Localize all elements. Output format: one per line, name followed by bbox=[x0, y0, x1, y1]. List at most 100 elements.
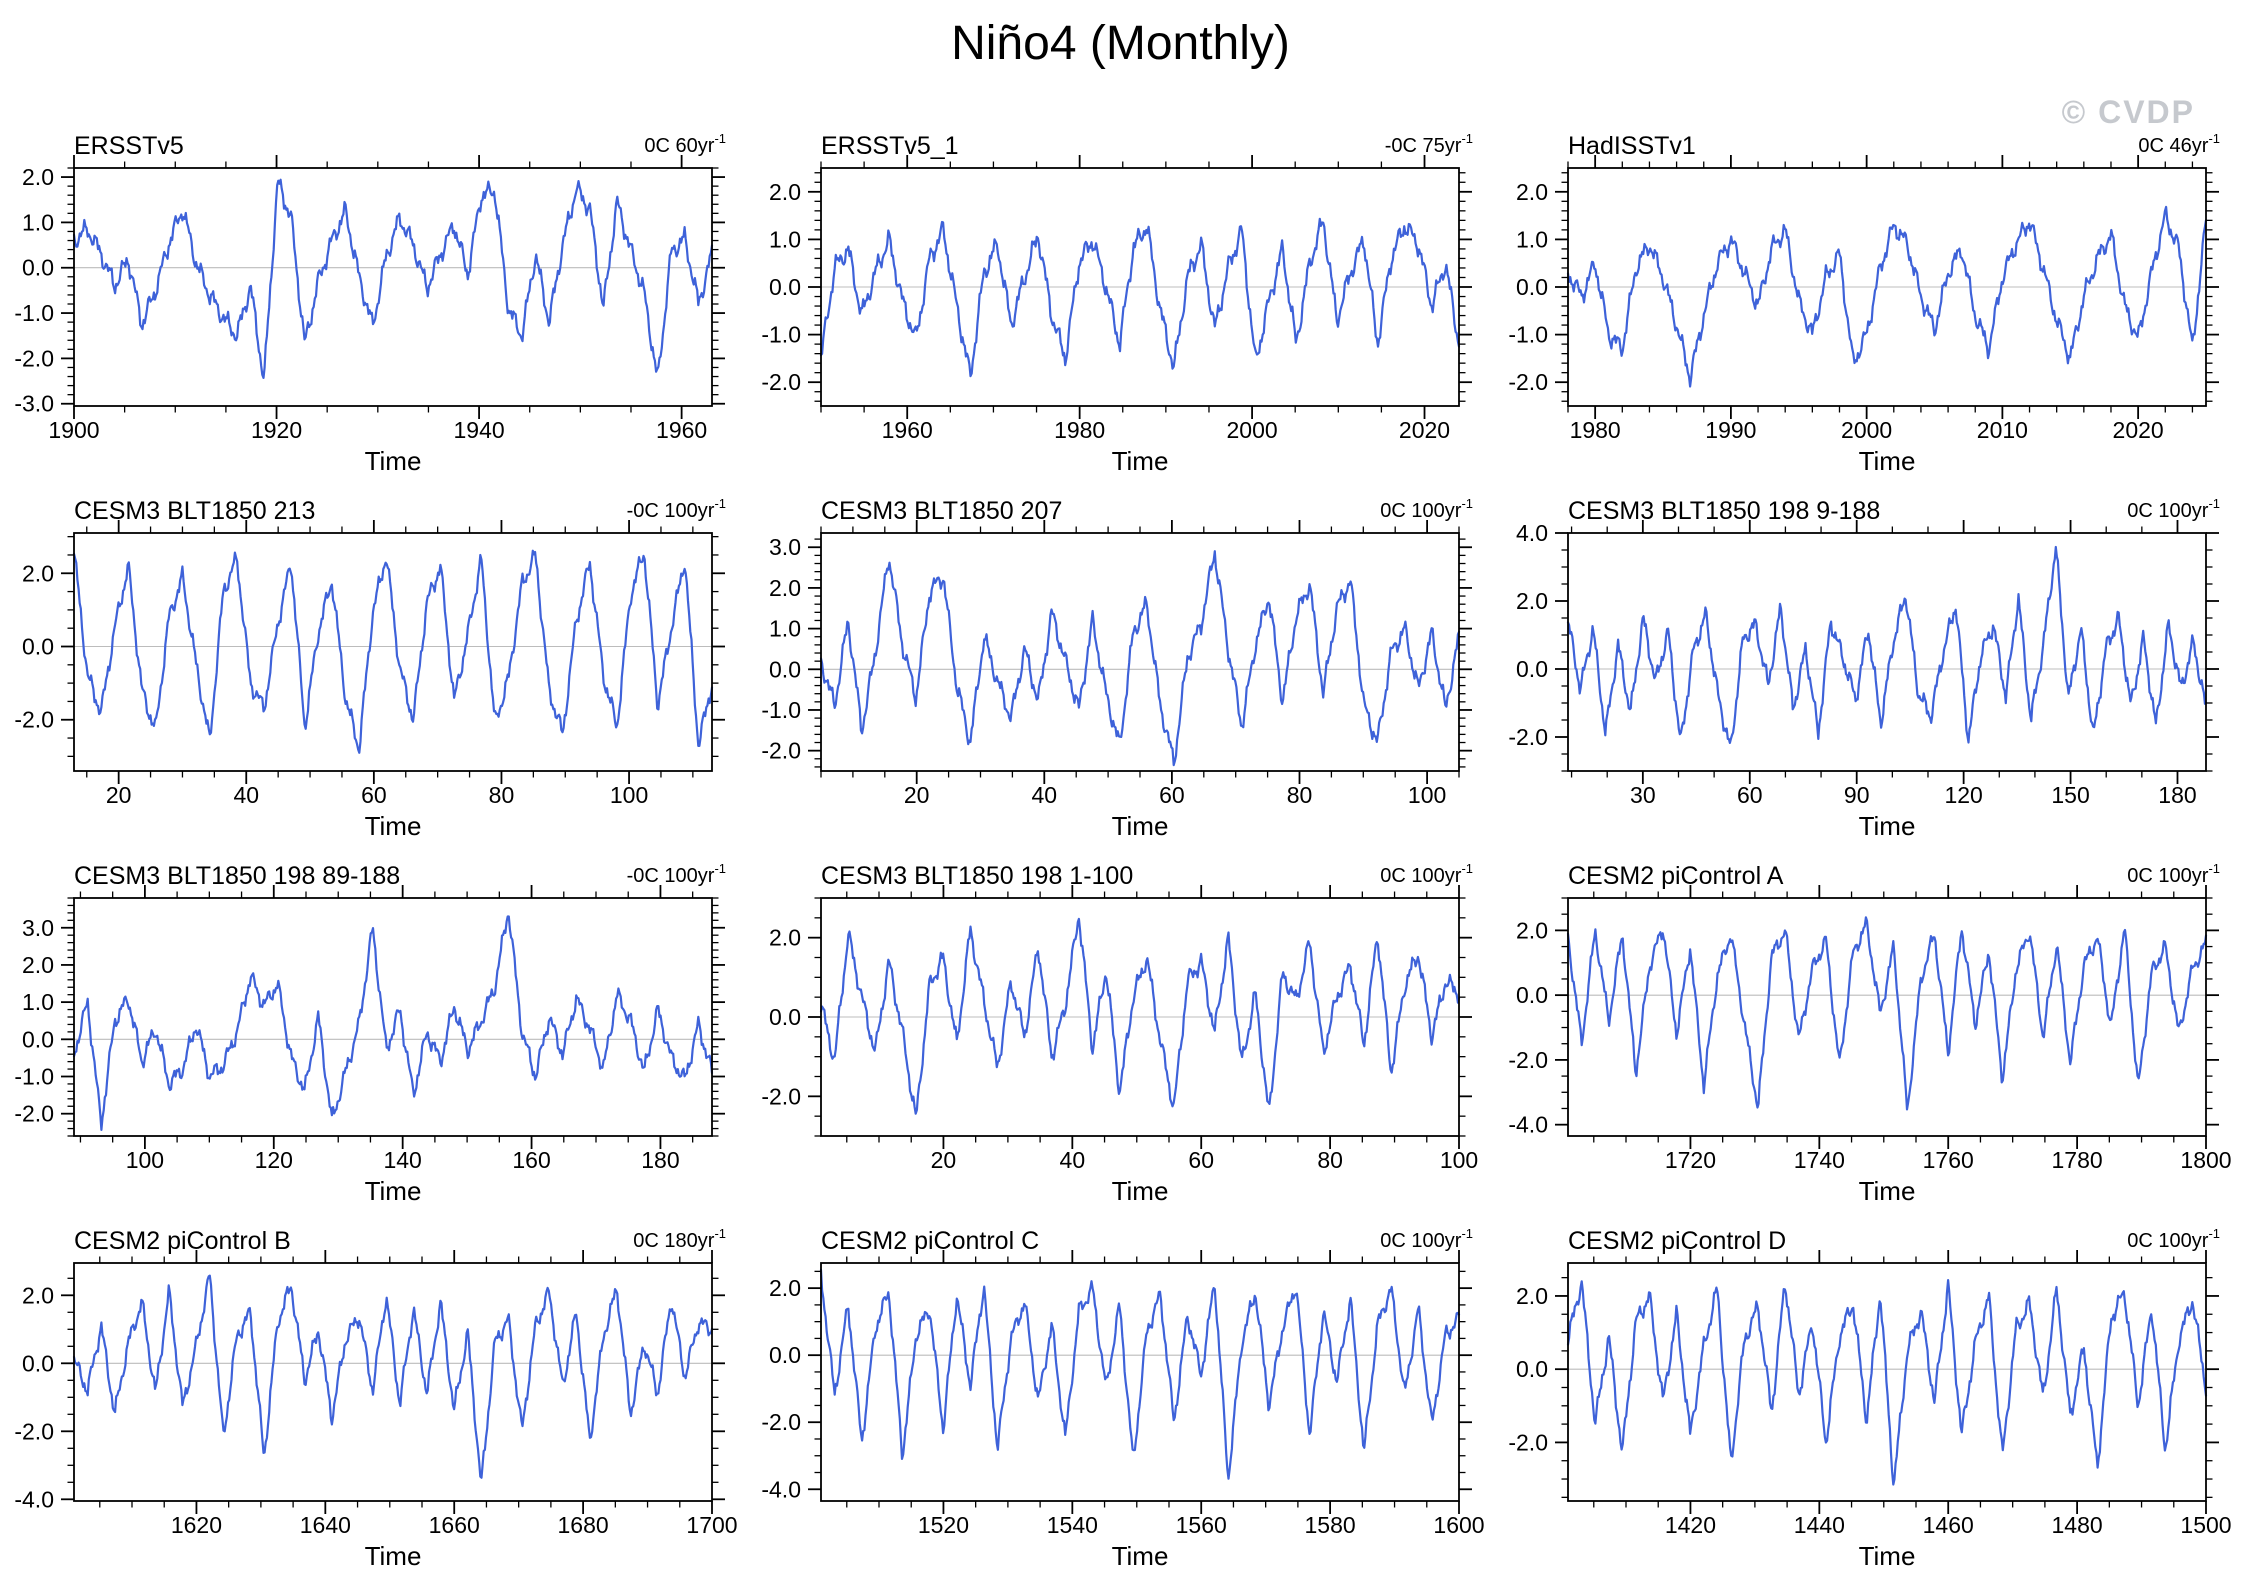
y-tick-label: 2.0 bbox=[769, 1275, 801, 1301]
panel-svg: 20 40 60 80 100 -2.0 0.0 2.0 CESM3 BLT1850 198 1… bbox=[761, 861, 1478, 1206]
x-tick-label: 100 bbox=[1408, 782, 1446, 808]
y-tick-label: 0.0 bbox=[769, 1004, 801, 1030]
x-tick-label: 20 bbox=[931, 1147, 957, 1173]
y-tick-label: -1.0 bbox=[14, 1064, 54, 1090]
y-tick-label: 3.0 bbox=[769, 534, 801, 560]
panel-svg: 20 40 60 80 100 -2.0 0.0 2.0 CESM3 BLT1850 213 -0… bbox=[14, 496, 726, 841]
panel-svg: 30 60 90 120 150 180 -2.0 0.0 2.0 4.0 CESM3 BLT185… bbox=[1508, 496, 2220, 841]
plot-frame bbox=[1567, 1262, 2207, 1502]
trend-label: 0C 100yr-1 bbox=[1380, 496, 1473, 522]
y-tick-label: -1.0 bbox=[1508, 322, 1548, 348]
plot-frame bbox=[820, 532, 1460, 772]
panel-1: 1960 1980 2000 2020 -2.0 -1.0 0.0 1.0 2.0 ERSSTv5… bbox=[747, 112, 1494, 477]
panel-2: 1980 1990 2000 2010 2020 -2.0 -1.0 0.0 1.0 2.0 Had… bbox=[1494, 112, 2241, 477]
x-tick-label: 1600 bbox=[1433, 1512, 1484, 1538]
x-tick-label: 2020 bbox=[1399, 417, 1450, 443]
x-tick-label: 1460 bbox=[1923, 1512, 1974, 1538]
plot-frame bbox=[73, 167, 713, 407]
x-tick-label: 1560 bbox=[1176, 1512, 1227, 1538]
x-tick-label: 180 bbox=[641, 1147, 679, 1173]
trend-label: 0C 100yr-1 bbox=[2127, 861, 2220, 887]
x-tick-label: 80 bbox=[489, 782, 515, 808]
series-line bbox=[1566, 205, 2208, 388]
panel-title: CESM2 piControl B bbox=[74, 1227, 291, 1255]
x-tick-label: 1900 bbox=[48, 417, 99, 443]
series-line bbox=[72, 178, 714, 379]
x-tick-label: 1980 bbox=[1570, 417, 1621, 443]
y-tick-label: -2.0 bbox=[1508, 724, 1548, 750]
y-tick-label: 0.0 bbox=[22, 255, 54, 281]
x-tick-label: 1700 bbox=[686, 1512, 737, 1538]
y-tick-label: 2.0 bbox=[769, 925, 801, 951]
y-tick-label: -2.0 bbox=[14, 345, 54, 371]
y-tick-label: 2.0 bbox=[769, 575, 801, 601]
trend-label: 0C 100yr-1 bbox=[1380, 1226, 1473, 1252]
time-axis-label: Time bbox=[365, 1541, 422, 1571]
panel-svg: 1620 1640 1660 1680 1700 -4.0 -2.0 0.0 2.0 CESM2 … bbox=[14, 1226, 737, 1571]
y-tick-label: 2.0 bbox=[22, 1282, 54, 1308]
panel-11: 1420 1440 1460 1480 1500 -2.0 0.0 2.0 CESM2 piCo… bbox=[1494, 1207, 2241, 1572]
x-tick-label: 1620 bbox=[171, 1512, 222, 1538]
series-line bbox=[1566, 916, 2208, 1111]
y-tick-label: -2.0 bbox=[761, 1083, 801, 1109]
y-tick-label: -4.0 bbox=[14, 1486, 54, 1512]
x-tick-label: 100 bbox=[610, 782, 648, 808]
y-tick-label: -2.0 bbox=[1508, 369, 1548, 395]
y-tick-label: -2.0 bbox=[761, 738, 801, 764]
y-tick-label: 2.0 bbox=[22, 952, 54, 978]
x-tick-label: 2000 bbox=[1226, 417, 1277, 443]
panel-10: 1520 1540 1560 1580 1600 -4.0 -2.0 0.0 2.0 CESM2 … bbox=[747, 1207, 1494, 1572]
time-axis-label: Time bbox=[1859, 1176, 1916, 1206]
series-line bbox=[819, 917, 1461, 1115]
x-tick-label: 60 bbox=[1159, 782, 1185, 808]
y-tick-label: 0.0 bbox=[22, 1350, 54, 1376]
panel-title: ERSSTv5 bbox=[74, 132, 184, 160]
x-tick-label: 1500 bbox=[2180, 1512, 2231, 1538]
y-tick-label: 3.0 bbox=[22, 915, 54, 941]
page-title: Niño4 (Monthly) bbox=[951, 17, 1290, 70]
series-line bbox=[72, 915, 714, 1131]
panel-svg: 1520 1540 1560 1580 1600 -4.0 -2.0 0.0 2.0 CESM2 … bbox=[761, 1226, 1484, 1571]
y-tick-label: 0.0 bbox=[1516, 982, 1548, 1008]
x-tick-label: 1960 bbox=[882, 417, 933, 443]
panel-svg: 100 120 140 160 180 -2.0 -1.0 0.0 1.0 2.0 3.0 CESM3… bbox=[14, 861, 726, 1206]
page-header: Niño4 (Monthly) bbox=[0, 0, 2241, 112]
y-tick-label: -4.0 bbox=[1508, 1112, 1548, 1138]
panel-title: CESM2 piControl D bbox=[1568, 1227, 1786, 1255]
panel-title: CESM3 BLT1850 198 1-100 bbox=[821, 862, 1133, 890]
panel-7: 20 40 60 80 100 -2.0 0.0 2.0 CESM3 BLT1850 198 1… bbox=[747, 842, 1494, 1207]
y-tick-label: 2.0 bbox=[22, 164, 54, 190]
panel-svg: 1420 1440 1460 1480 1500 -2.0 0.0 2.0 CESM2 piCo… bbox=[1508, 1226, 2231, 1571]
y-tick-label: 0.0 bbox=[1516, 274, 1548, 300]
panel-title: CESM2 piControl A bbox=[1568, 862, 1784, 890]
trend-label: 0C 100yr-1 bbox=[1380, 861, 1473, 887]
x-tick-label: 2000 bbox=[1841, 417, 1892, 443]
y-tick-label: 2.0 bbox=[22, 560, 54, 586]
x-tick-label: 90 bbox=[1844, 782, 1870, 808]
x-tick-label: 120 bbox=[1944, 782, 1982, 808]
x-tick-label: 1920 bbox=[251, 417, 302, 443]
x-tick-label: 80 bbox=[1287, 782, 1313, 808]
trend-label: 0C 180yr-1 bbox=[633, 1226, 726, 1252]
x-tick-label: 1680 bbox=[558, 1512, 609, 1538]
time-axis-label: Time bbox=[365, 1176, 422, 1206]
series-line bbox=[1566, 545, 2208, 744]
time-axis-label: Time bbox=[1112, 1541, 1169, 1571]
x-tick-label: 1940 bbox=[453, 417, 504, 443]
x-tick-label: 2010 bbox=[1977, 417, 2028, 443]
y-tick-label: 0.0 bbox=[769, 274, 801, 300]
panel-9: 1620 1640 1660 1680 1700 -4.0 -2.0 0.0 2.0 CESM2 … bbox=[0, 1207, 747, 1572]
y-tick-label: 0.0 bbox=[769, 656, 801, 682]
x-tick-label: 1760 bbox=[1923, 1147, 1974, 1173]
x-tick-label: 1580 bbox=[1305, 1512, 1356, 1538]
x-tick-label: 120 bbox=[255, 1147, 293, 1173]
time-axis-label: Time bbox=[1859, 811, 1916, 841]
x-tick-label: 100 bbox=[126, 1147, 164, 1173]
x-tick-label: 60 bbox=[1188, 1147, 1214, 1173]
y-tick-label: -2.0 bbox=[14, 707, 54, 733]
plot-frame bbox=[73, 532, 713, 772]
x-tick-label: 1740 bbox=[1794, 1147, 1845, 1173]
y-tick-label: -1.0 bbox=[14, 300, 54, 326]
y-tick-label: -2.0 bbox=[761, 369, 801, 395]
y-tick-label: -1.0 bbox=[761, 697, 801, 723]
